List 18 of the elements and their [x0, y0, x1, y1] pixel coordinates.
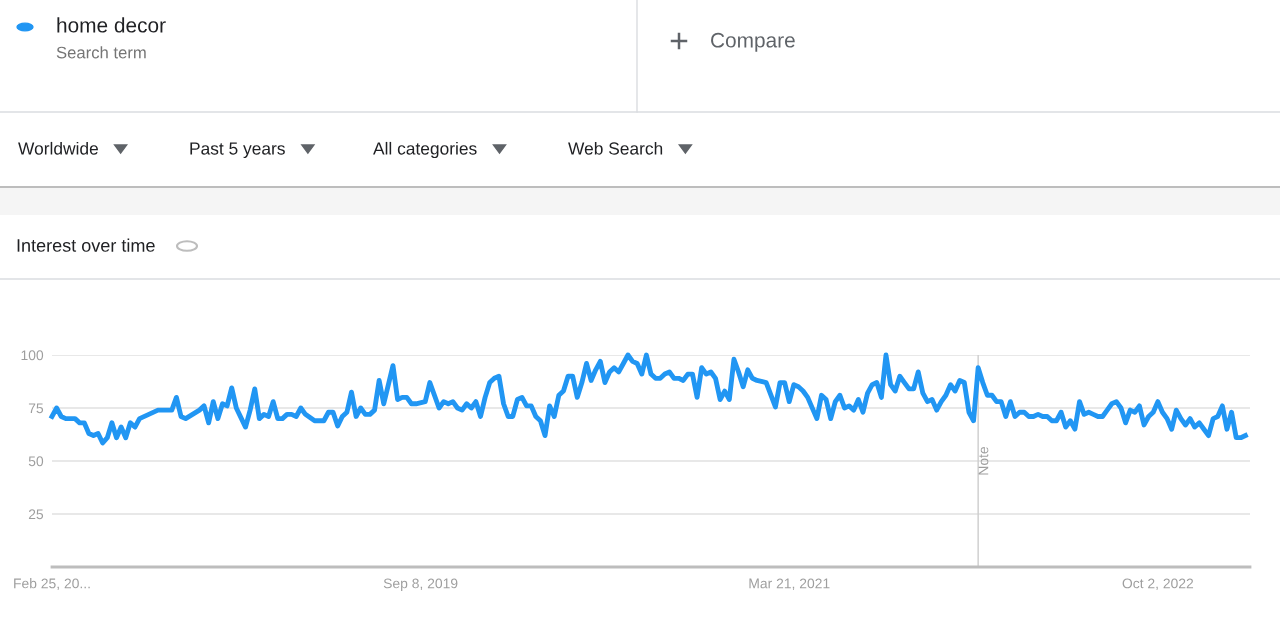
y-tick-label: 25	[28, 509, 44, 520]
text: Worldwide	[18, 141, 98, 155]
x-tick-label: Oct 2, 2022	[1122, 578, 1194, 590]
chart-title: Interest over time	[17, 238, 155, 252]
legend-label: home decor	[57, 17, 166, 33]
y-tick-label: 50	[28, 456, 44, 467]
text: Compare	[711, 32, 795, 52]
y-tick-label: 100	[21, 350, 44, 361]
line-series	[49, 352, 1248, 446]
chart-subtitle: Search term	[56, 46, 146, 59]
x-tick-label: Mar 21, 2021	[749, 578, 830, 590]
text: Web Search	[568, 141, 663, 155]
x-tick-label: Feb 25, 20...	[14, 578, 90, 590]
x-tick-label: Sep 8, 2019	[383, 578, 458, 592]
text: Past 5 years	[190, 142, 285, 159]
ref-line-label: Note	[978, 446, 989, 475]
y-tick-label: 75	[28, 403, 44, 414]
text: All categories	[373, 141, 477, 159]
